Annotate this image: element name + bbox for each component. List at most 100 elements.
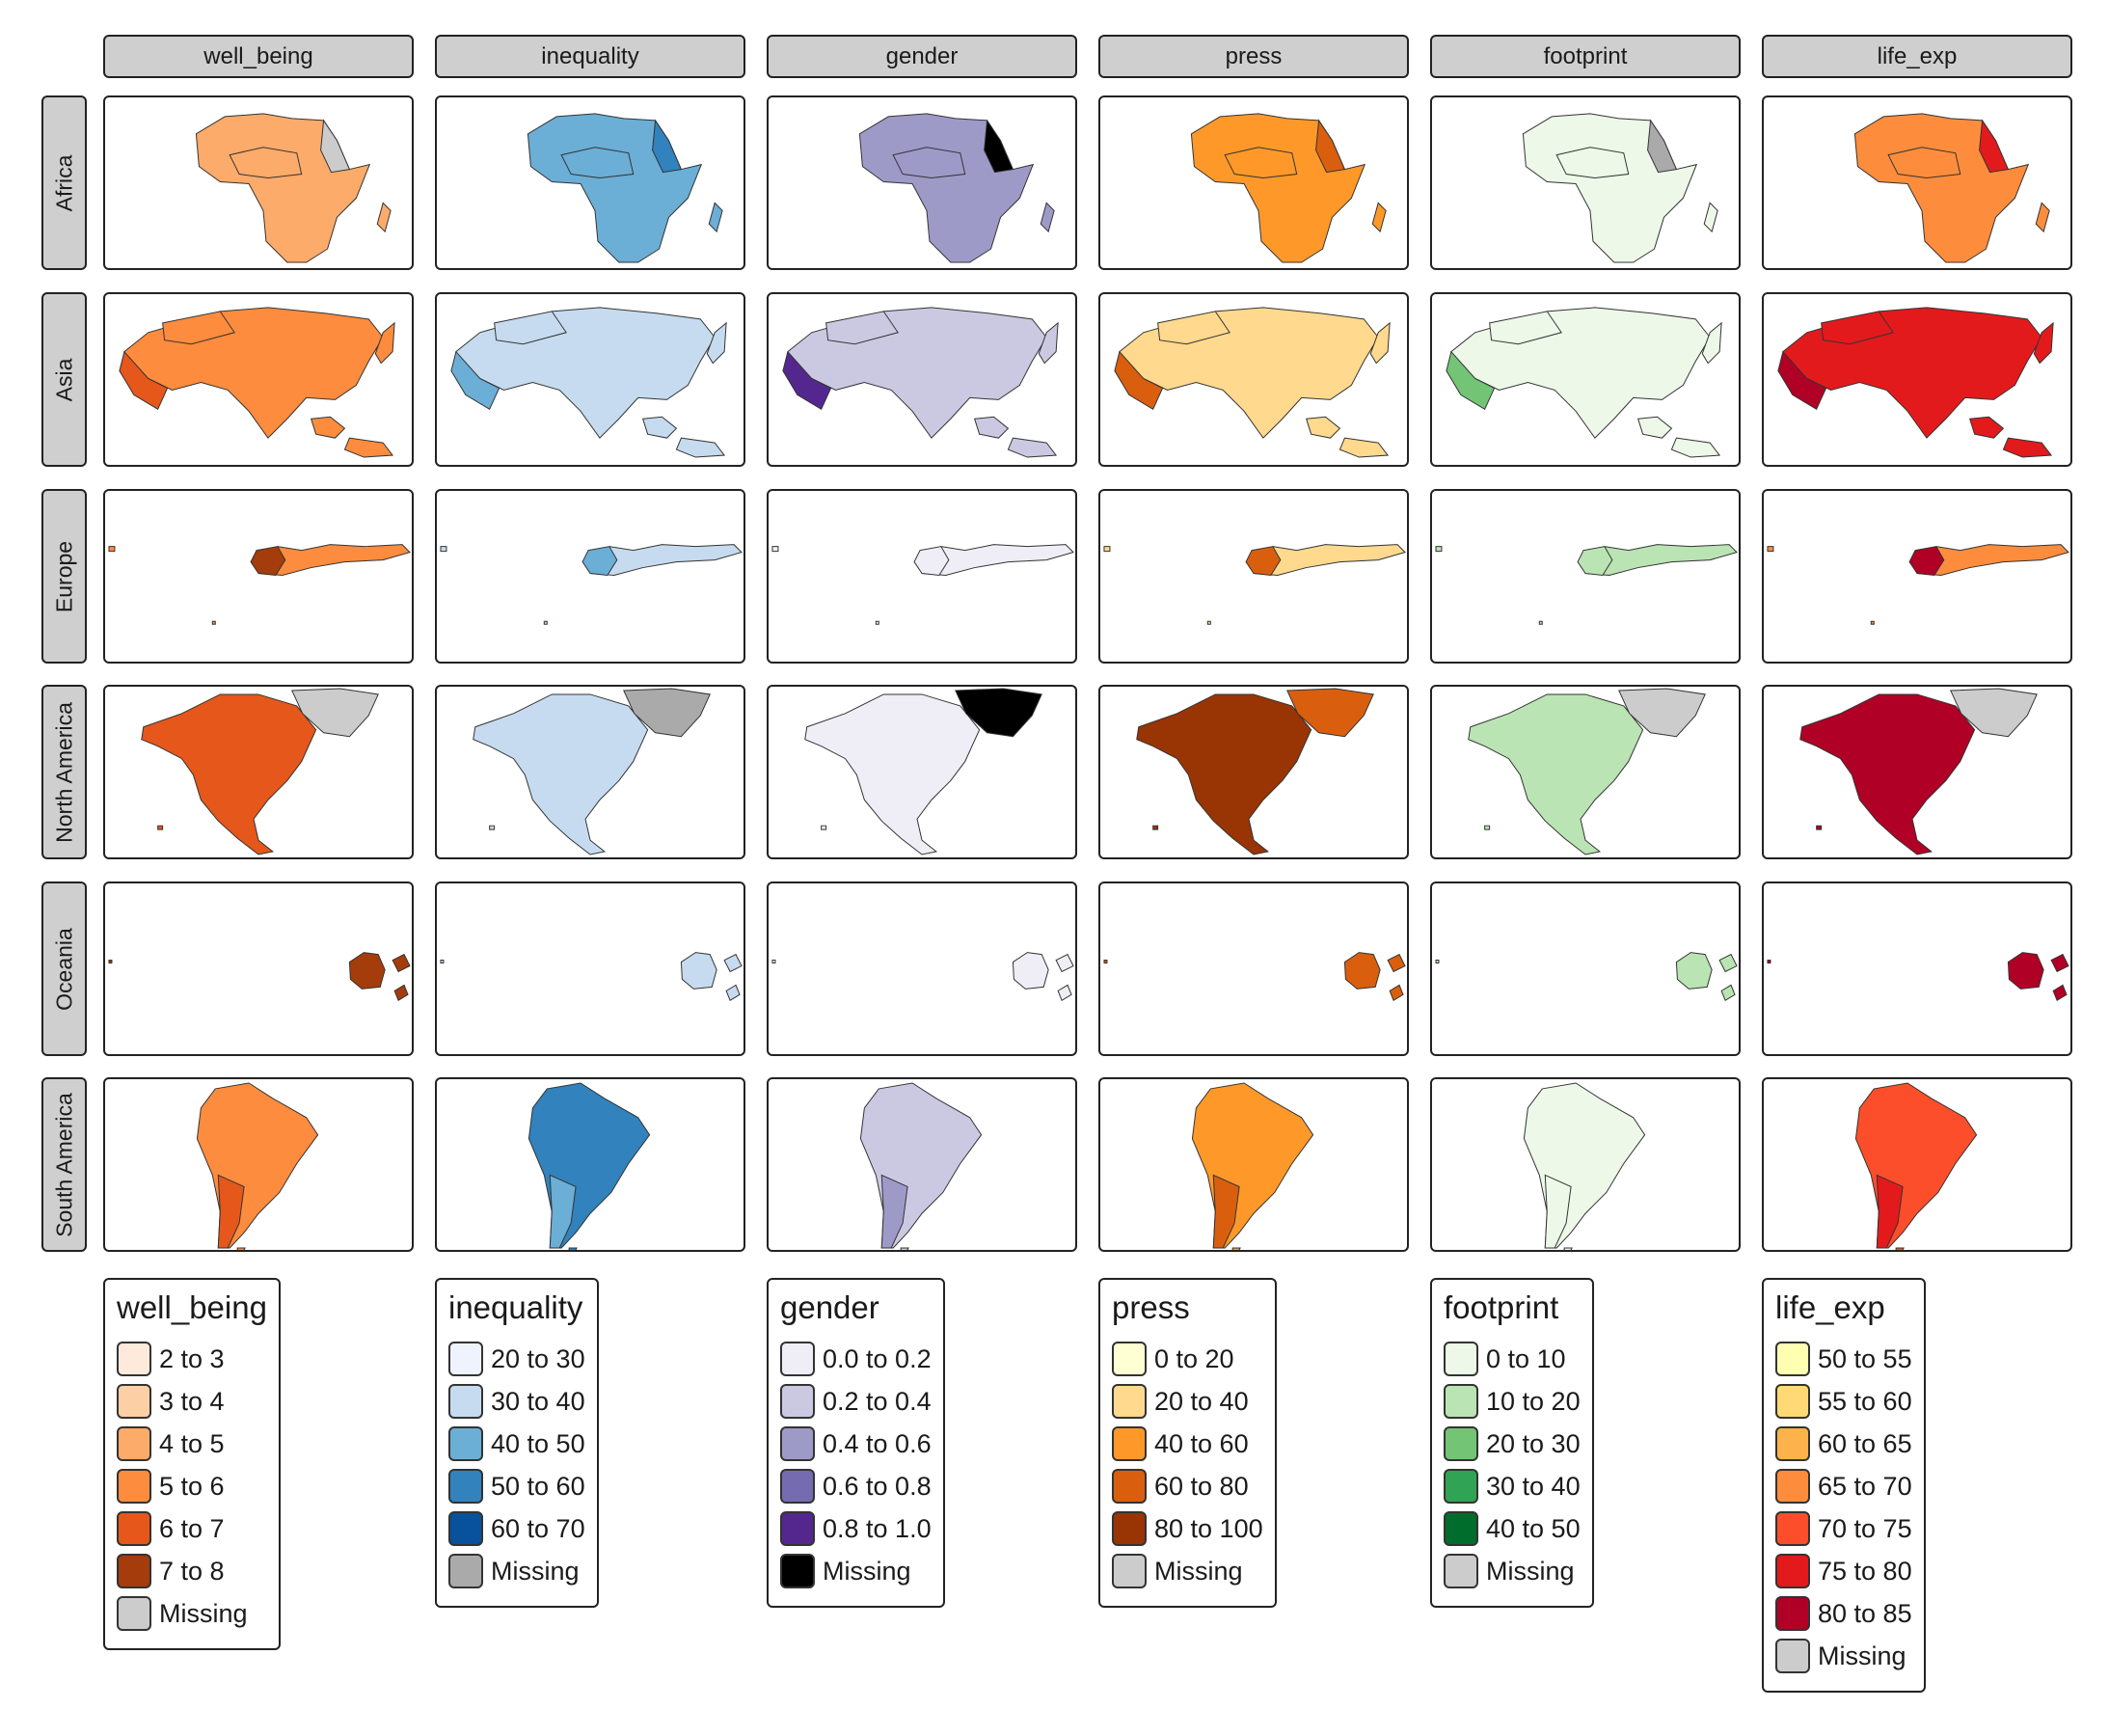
region-shape (1538, 620, 1543, 625)
region-shape (1387, 953, 1406, 973)
legend-swatch (1112, 1342, 1147, 1376)
legend-inequality: inequality 20 to 30 30 to 40 40 to 50 50 to … (435, 1278, 599, 1608)
choropleth-map (771, 952, 1074, 1002)
region-shape (1152, 825, 1159, 830)
region-shape (1767, 960, 1771, 964)
legend-label: 65 to 70 (1818, 1471, 1912, 1501)
map-panel-footprint-oceania (1430, 882, 1741, 1056)
region-shape (1799, 693, 1976, 855)
region-shape (804, 693, 981, 855)
choropleth-map (1522, 113, 1718, 263)
map-panel-gender-south-america (767, 1077, 1077, 1252)
region-shape (1870, 620, 1875, 625)
region-shape (392, 953, 411, 973)
region-shape (1908, 546, 1945, 577)
map-panel-well-being-africa (103, 95, 414, 270)
region-shape (1245, 546, 1282, 577)
region-shape (913, 546, 950, 577)
choropleth-map (1853, 113, 2050, 263)
region-shape (1489, 311, 1562, 345)
map-panel-life-exp-south-america (1762, 1077, 2072, 1252)
map-panel-inequality-africa (435, 95, 745, 270)
legend-label: 7 to 8 (159, 1556, 225, 1586)
row-header-label: Oceania (51, 927, 76, 1011)
legend-label: 3 to 4 (159, 1386, 225, 1416)
legend-label: 0.4 to 0.6 (823, 1428, 932, 1458)
legend-item: 30 to 40 (1444, 1465, 1581, 1507)
choropleth-map (119, 307, 395, 458)
region-shape (1895, 1247, 1905, 1250)
choropleth-map (1136, 688, 1374, 855)
region-shape (771, 546, 779, 553)
region-shape (782, 350, 832, 411)
region-shape (1701, 321, 1722, 365)
region-shape (253, 544, 411, 577)
legend-item: 20 to 30 (1444, 1423, 1581, 1465)
legend-label: 20 to 40 (1154, 1386, 1249, 1416)
legend-label: 5 to 6 (159, 1471, 225, 1501)
legend-swatch (117, 1596, 151, 1631)
legend-swatch (1775, 1596, 1810, 1631)
region-shape (1911, 544, 2069, 577)
column-header-well-being: well_being (103, 35, 414, 78)
region-shape (1637, 416, 1673, 439)
legend-label: Missing (1486, 1556, 1575, 1586)
choropleth-map (1435, 544, 1738, 625)
region-shape (343, 437, 394, 458)
map-panel-footprint-europe (1430, 489, 1741, 664)
legend-well-being: well_being 2 to 3 3 to 4 4 to 5 5 to 6 6 to 7… (103, 1278, 281, 1650)
region-shape (1007, 437, 1058, 458)
legend-swatch (1444, 1554, 1478, 1588)
row-header-south-america: South America (41, 1077, 87, 1252)
legend-swatch (1444, 1426, 1478, 1461)
legend-title: well_being (117, 1289, 267, 1325)
region-shape (1389, 984, 1404, 1002)
region-shape (1777, 350, 1827, 411)
legend-swatch (780, 1426, 815, 1461)
legend-item: 0.2 to 0.4 (780, 1380, 932, 1423)
column-header-inequality: inequality (435, 35, 745, 78)
legend-label: 55 to 60 (1818, 1386, 1912, 1416)
legend-item: 80 to 100 (1112, 1507, 1263, 1550)
region-shape (706, 321, 727, 365)
legend-swatch (1112, 1469, 1147, 1504)
region-shape (1853, 113, 2030, 263)
choropleth-map (1435, 952, 1738, 1002)
legend-swatch (1775, 1639, 1810, 1673)
choropleth-map (1767, 544, 2069, 625)
map-panel-life-exp-africa (1762, 95, 2072, 270)
legend-title: gender (780, 1289, 879, 1325)
region-shape (1484, 825, 1491, 830)
region-shape (1555, 147, 1630, 179)
legend-item: 60 to 70 (448, 1507, 585, 1550)
region-shape (196, 1082, 319, 1249)
region-shape (1670, 437, 1721, 458)
legend-swatch (117, 1342, 151, 1376)
choropleth-map (527, 1082, 651, 1250)
choropleth-map (450, 307, 727, 458)
legend-label: 0.2 to 0.4 (823, 1386, 932, 1416)
region-shape (527, 113, 703, 263)
choropleth-map (1767, 952, 2069, 1002)
legend-swatch (117, 1384, 151, 1419)
choropleth-map (1799, 688, 2038, 855)
region-shape (229, 147, 303, 179)
region-shape (825, 311, 899, 345)
legend-item: Missing (117, 1592, 267, 1635)
legend-item: 30 to 40 (448, 1380, 585, 1423)
choropleth-map (859, 1082, 983, 1250)
map-panel-footprint-africa (1430, 95, 1741, 270)
choropleth-map (771, 544, 1074, 625)
legend-label: 4 to 5 (159, 1428, 225, 1458)
region-shape (1580, 544, 1738, 577)
region-shape (1103, 960, 1108, 964)
legend-label: 60 to 80 (1154, 1471, 1249, 1501)
row-header-europe: Europe (41, 489, 87, 664)
region-shape (2007, 952, 2044, 990)
legend-swatch (448, 1384, 483, 1419)
legend-swatch (448, 1469, 483, 1504)
choropleth-map (804, 688, 1042, 855)
region-shape (236, 1247, 246, 1250)
region-shape (527, 1082, 651, 1249)
legend-title: press (1112, 1289, 1190, 1325)
